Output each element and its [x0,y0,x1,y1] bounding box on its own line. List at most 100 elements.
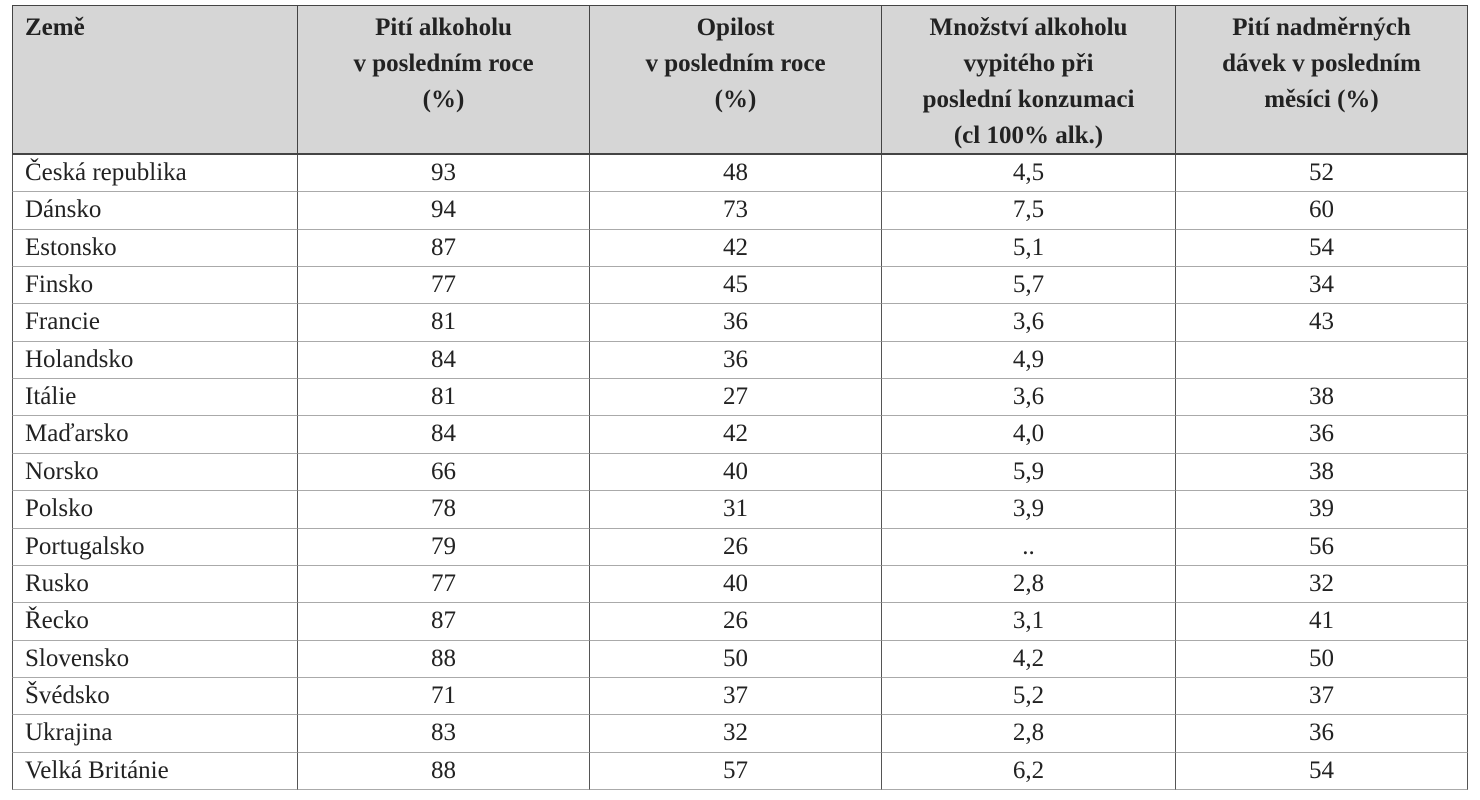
table-cell: 60 [1176,192,1468,230]
header-cell: Opilost v posledním roce (%) [590,5,882,155]
table-cell: 94 [298,192,590,230]
table-cell: 81 [298,379,590,417]
table-cell: 3,6 [882,379,1176,417]
table-cell: Velká Británie [12,752,298,790]
table-cell: 42 [590,416,882,454]
header-text: poslední konzumaci [922,86,1135,113]
header-text: Pití nadměrných [1232,14,1411,41]
table-cell: Estonsko [12,229,298,268]
header-text: Pití alkoholu [375,14,512,41]
table-cell: 38 [1176,453,1468,492]
table-cell: 26 [590,603,882,641]
header-cell: Pití alkoholu v posledním roce (%) [298,5,590,155]
table-cell: 83 [298,715,590,753]
table-cell: Ukrajina [12,715,298,753]
table-cell: 88 [298,752,590,790]
table-cell: 26 [590,528,882,566]
table-cell: Rusko [12,565,298,604]
table-cell: 50 [1176,640,1468,678]
table-cell: 87 [298,229,590,268]
table-cell: Norsko [12,453,298,492]
table-cell: Polsko [12,491,298,529]
table-cell: 54 [1176,229,1468,268]
table-cell: 81 [298,304,590,342]
table-cell: 78 [298,491,590,529]
table-cell: 36 [1176,715,1468,753]
table-cell: Dánsko [12,192,298,230]
table-cell: 4,0 [882,416,1176,454]
header-text: Opilost [696,14,775,41]
table-cell: 37 [1176,677,1468,716]
table-cell: 84 [298,416,590,454]
table-cell: 56 [1176,528,1468,566]
table-cell: 2,8 [882,715,1176,753]
table-cell: Maďarsko [12,416,298,454]
table-cell: 3,6 [882,304,1176,342]
header-text: měsíci (%) [1264,86,1379,113]
table-cell: 54 [1176,752,1468,790]
table-cell: 50 [590,640,882,678]
table-cell: 37 [590,677,882,716]
header-cell: Země [12,5,298,155]
table-cell: 88 [298,640,590,678]
header-text: (cl 100% alk.) [953,122,1104,149]
table-cell: 42 [590,229,882,268]
table-cell: Česká republika [12,155,298,193]
header-text: vypitého při [963,50,1094,77]
table-cell: 87 [298,603,590,641]
table-cell: 40 [590,453,882,492]
table-cell: .. [882,528,1176,566]
table-cell: 5,2 [882,677,1176,716]
table-cell: 7,5 [882,192,1176,230]
header-text: (%) [714,86,757,113]
table-cell: 48 [590,155,882,193]
header-text: dávek v posledním [1222,50,1421,77]
table-cell: Holandsko [12,341,298,380]
table-cell: Portugalsko [12,528,298,566]
table-cell: 39 [1176,491,1468,529]
header-text: v posledním roce [645,50,826,77]
table-cell: 66 [298,453,590,492]
table-cell: 2,8 [882,565,1176,604]
table-cell: 71 [298,677,590,716]
table-cell: Finsko [12,267,298,305]
table-cell: 32 [1176,565,1468,604]
table-cell: 34 [1176,267,1468,305]
table-cell: Švédsko [12,677,298,716]
table-cell: 32 [590,715,882,753]
table-cell: 52 [1176,155,1468,193]
table-cell: 36 [590,341,882,380]
table-cell: Slovensko [12,640,298,678]
table-cell: 79 [298,528,590,566]
table-cell: 36 [1176,416,1468,454]
table-cell: Francie [12,304,298,342]
table-cell: 57 [590,752,882,790]
table-cell: 45 [590,267,882,305]
table-cell: 73 [590,192,882,230]
table-cell: 77 [298,565,590,604]
table-cell: 4,5 [882,155,1176,193]
header-cell: Množství alkoholu vypitého při poslední ko… [882,5,1176,155]
table-cell: 3,9 [882,491,1176,529]
table-cell: Itálie [12,379,298,417]
header-text: Země [25,14,85,41]
table-cell: 6,2 [882,752,1176,790]
header-text: Množství alkoholu [929,14,1128,41]
table-cell: 36 [590,304,882,342]
table-cell: 41 [1176,603,1468,641]
table-cell: 5,1 [882,229,1176,268]
table-cell: 31 [590,491,882,529]
table-cell: 27 [590,379,882,417]
table-cell: 40 [590,565,882,604]
table-cell: 77 [298,267,590,305]
table-cell: 5,9 [882,453,1176,492]
table-cell: 84 [298,341,590,380]
header-text: v posledním roce [353,50,534,77]
table-cell: 93 [298,155,590,193]
table-cell: 38 [1176,379,1468,417]
header-text: (%) [422,86,465,113]
header-cell: Pití nadměrných dávek v posledním měsíci (… [1176,5,1468,155]
table-cell: Řecko [12,603,298,641]
table-cell: 4,9 [882,341,1176,380]
